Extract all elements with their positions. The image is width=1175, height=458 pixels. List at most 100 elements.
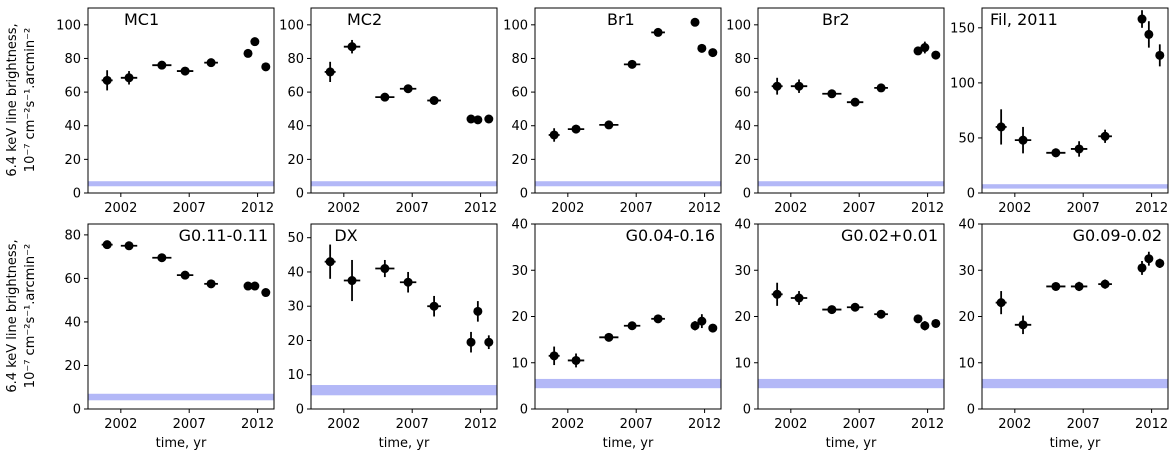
background-band <box>535 378 721 389</box>
background-band <box>982 378 1168 389</box>
point-marker <box>708 323 718 333</box>
y-tick-label: 40 <box>958 218 975 233</box>
x-tick-label: 2012 <box>464 417 497 432</box>
panel-title: MC2 <box>347 10 382 29</box>
x-tick-label: 2012 <box>241 417 274 432</box>
data-point <box>846 302 864 312</box>
point-marker <box>380 92 390 102</box>
point-marker <box>571 124 581 134</box>
point-marker <box>1100 131 1110 141</box>
y-tick-label: 40 <box>511 119 528 134</box>
data-point <box>204 58 218 68</box>
data-point <box>243 48 253 58</box>
x-tick-label: 2012 <box>464 201 497 216</box>
point-marker <box>653 314 663 324</box>
data-point <box>599 332 619 342</box>
plot-frame <box>87 223 275 410</box>
panel-9: 0 10 20 30 40 2002 2007 2012 G0.02+0.01 time, yr <box>734 218 945 451</box>
plot-frame <box>534 7 722 194</box>
x-tick-label: 2007 <box>1067 201 1100 216</box>
point-marker <box>157 253 167 263</box>
y-tick-label: 40 <box>64 119 81 134</box>
point-marker <box>627 59 637 69</box>
point-marker <box>102 75 112 85</box>
data-point <box>1155 44 1165 67</box>
data-point <box>427 295 441 317</box>
data-point <box>697 314 707 329</box>
x-tick-label: 2012 <box>688 417 721 432</box>
x-tick-label: 2007 <box>843 201 876 216</box>
x-tick-label: 2002 <box>551 417 584 432</box>
data-point <box>567 124 585 134</box>
y-tick-label: 60 <box>64 86 81 101</box>
panel-10: 0 10 20 30 40 2002 2007 2012 G0.09-0.02 time, yr <box>958 218 1169 451</box>
data-point <box>1144 21 1154 48</box>
panel-7: 0 10 20 30 40 50 2002 2007 2012 DX time, yr <box>287 223 498 451</box>
data-point <box>204 279 218 289</box>
data-point <box>548 128 560 142</box>
y-tick-label: 0 <box>967 187 975 202</box>
point-marker <box>549 351 559 361</box>
point-marker <box>484 337 494 347</box>
data-point <box>1155 258 1165 268</box>
panel-title: G0.09-0.02 <box>1073 226 1162 245</box>
point-marker <box>180 270 190 280</box>
point-marker <box>1137 14 1147 24</box>
x-tick-label: 2007 <box>173 201 206 216</box>
point-marker <box>250 37 260 47</box>
data-point <box>324 61 336 82</box>
x-axis-label: time, yr <box>826 436 877 451</box>
point-marker <box>347 42 357 52</box>
data-point <box>176 270 194 280</box>
x-axis-label: time, yr <box>603 436 654 451</box>
y-tick-label: 100 <box>726 18 751 33</box>
data-point <box>995 291 1007 315</box>
point-marker <box>876 83 886 93</box>
y-tick-label: 40 <box>734 119 751 134</box>
data-point <box>375 92 395 102</box>
panel-5: 0 50 100 150 2002 2007 2012 Fil, 2011 <box>950 7 1169 216</box>
point-marker <box>325 67 335 77</box>
y-tick-label: 20 <box>734 310 751 325</box>
data-point <box>1098 279 1112 289</box>
x-axis-label: time, yr <box>156 436 207 451</box>
panel-1: 0 20 40 60 80 100 2002 2007 2012 MC1 <box>56 7 275 216</box>
data-point <box>790 79 808 93</box>
y-tick-label: 0 <box>73 403 81 418</box>
x-tick-label: 2012 <box>241 201 274 216</box>
background-band <box>758 181 944 187</box>
point-marker <box>261 62 271 72</box>
panel-6: 0 20 40 60 80 2002 2007 2012 G0.11-0.11 time, yr <box>64 223 275 451</box>
point-marker <box>429 301 439 311</box>
x-tick-label: 2007 <box>620 201 653 216</box>
data-point <box>822 305 842 315</box>
point-marker <box>913 314 923 324</box>
y-tick-label: 20 <box>958 310 975 325</box>
point-marker <box>690 17 700 27</box>
data-point <box>771 282 783 306</box>
y-tick-label: 10 <box>958 356 975 371</box>
y-tick-label: 20 <box>287 334 304 349</box>
data-point <box>152 253 172 263</box>
data-point <box>1046 148 1066 158</box>
point-marker <box>772 289 782 299</box>
x-tick-label: 2007 <box>843 417 876 432</box>
point-marker <box>920 43 930 53</box>
point-marker <box>473 306 483 316</box>
data-point <box>101 240 113 250</box>
point-marker <box>913 46 923 56</box>
y-tick-label: 80 <box>64 52 81 67</box>
point-marker <box>1137 263 1147 273</box>
data-point <box>261 62 271 72</box>
x-tick-label: 2012 <box>688 201 721 216</box>
data-point <box>250 37 260 47</box>
point-marker <box>1155 50 1165 60</box>
y-tick-label: 40 <box>287 265 304 280</box>
background-band <box>982 184 1168 189</box>
point-marker <box>484 114 494 124</box>
panel-title: DX <box>334 226 357 245</box>
y-tick-label: 0 <box>296 403 304 418</box>
plot-frame <box>757 7 945 194</box>
data-point <box>651 314 665 324</box>
data-point <box>120 241 138 251</box>
